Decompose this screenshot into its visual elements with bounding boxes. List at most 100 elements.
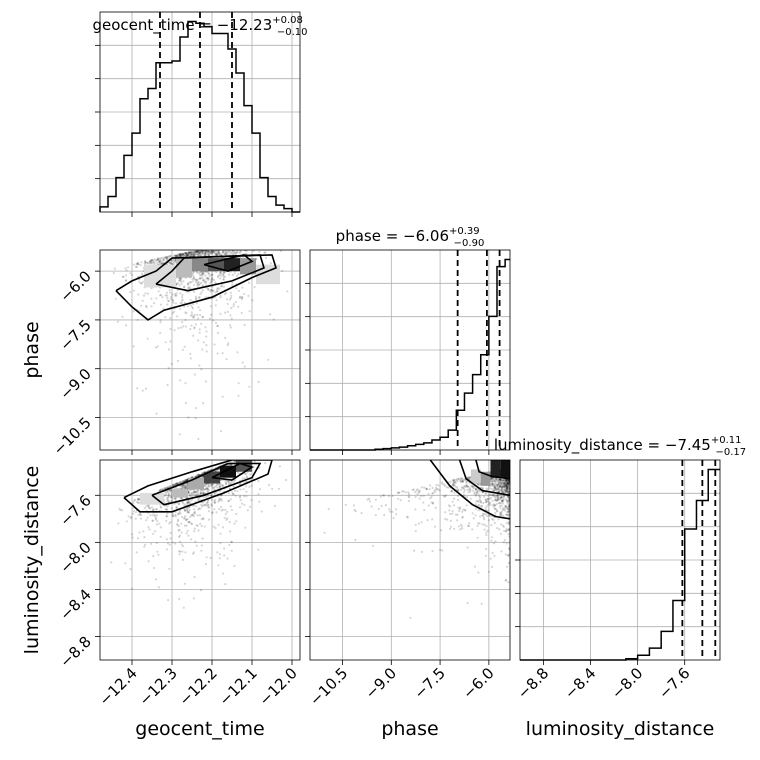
sample-point <box>193 511 196 515</box>
sample-point <box>443 483 446 486</box>
sample-point <box>159 321 162 324</box>
sample-point <box>172 262 175 265</box>
sample-point <box>202 475 205 478</box>
sample-point <box>147 560 150 563</box>
sample-point <box>418 489 421 492</box>
sample-point <box>222 484 225 487</box>
sample-point <box>214 470 217 473</box>
sample-point <box>212 289 215 292</box>
sample-point <box>174 515 177 518</box>
sample-point <box>171 262 174 265</box>
sample-point <box>199 492 202 495</box>
sample-point <box>508 541 510 544</box>
sample-point <box>206 251 209 254</box>
sample-point <box>196 317 200 320</box>
sample-point <box>179 279 182 282</box>
sample-point <box>496 496 500 499</box>
sample-point <box>238 251 241 255</box>
sample-point <box>149 262 152 265</box>
sample-point <box>124 279 128 282</box>
sample-point <box>504 505 507 508</box>
sample-point <box>379 495 382 498</box>
sample-point <box>190 499 193 502</box>
sample-point <box>478 495 481 498</box>
sample-point <box>194 250 197 252</box>
sample-point <box>176 524 179 527</box>
sample-point <box>507 528 510 531</box>
sample-point <box>156 520 159 523</box>
sample-point <box>167 299 171 303</box>
sample-point <box>191 252 194 255</box>
sample-point <box>503 482 506 485</box>
sample-point <box>194 512 197 515</box>
sample-point <box>230 464 233 467</box>
sample-point <box>507 489 510 492</box>
sample-point <box>166 505 169 508</box>
sample-point <box>214 501 217 504</box>
sample-point <box>204 326 207 329</box>
sample-point <box>483 523 486 526</box>
sample-point <box>485 531 488 534</box>
sample-point <box>443 495 446 498</box>
sample-point <box>491 504 494 507</box>
sample-point <box>190 491 193 494</box>
sample-point <box>186 501 189 504</box>
sample-point <box>178 253 181 256</box>
sample-point <box>232 253 235 256</box>
sample-point <box>210 484 213 487</box>
sample-point <box>117 522 120 525</box>
sample-point <box>498 485 501 488</box>
sample-point <box>176 254 179 257</box>
sample-point <box>198 496 201 499</box>
sample-point <box>185 252 188 255</box>
sample-point <box>174 542 177 545</box>
sample-point <box>146 337 149 340</box>
sample-point <box>189 252 192 255</box>
sample-point <box>227 480 230 483</box>
sample-point <box>155 514 158 517</box>
scatter-geocent-time-vs-luminosity-distance-density-cell-5 <box>140 492 164 505</box>
sample-point <box>174 513 177 517</box>
sample-point <box>453 504 456 507</box>
sample-point <box>467 491 470 494</box>
sample-point <box>507 484 510 487</box>
sample-point <box>116 320 119 323</box>
sample-point <box>220 285 223 288</box>
title-geocent-time-plus: +0.08 <box>272 15 303 26</box>
sample-point <box>449 519 452 523</box>
sample-point <box>223 271 226 274</box>
sample-point <box>177 327 180 330</box>
sample-point <box>209 556 212 560</box>
sample-point <box>502 499 505 502</box>
sample-point <box>219 272 222 275</box>
sample-point <box>199 522 202 525</box>
sample-point <box>189 328 192 331</box>
sample-point <box>501 482 504 485</box>
sample-point <box>205 487 208 490</box>
sample-point <box>208 250 211 253</box>
sample-point <box>498 504 501 507</box>
sample-point <box>217 500 220 503</box>
sample-point <box>157 553 160 556</box>
sample-point <box>216 252 219 255</box>
sample-point <box>258 466 261 469</box>
sample-point <box>187 501 190 504</box>
sample-point <box>440 529 443 532</box>
sample-point <box>497 498 500 501</box>
sample-point <box>506 495 509 498</box>
sample-point <box>233 272 236 275</box>
title-luminosity-distance-plus: +0.11 <box>711 435 742 446</box>
sample-point <box>185 312 188 315</box>
sample-point <box>202 270 205 273</box>
sample-point <box>505 530 508 533</box>
sample-point <box>505 484 508 487</box>
sample-point <box>505 484 508 487</box>
sample-point <box>231 493 234 496</box>
sample-point <box>454 481 457 484</box>
sample-point <box>494 478 498 481</box>
sample-point <box>188 286 191 289</box>
sample-point <box>156 345 159 348</box>
sample-point <box>188 502 191 505</box>
sample-point <box>495 502 498 506</box>
sample-point <box>480 501 483 504</box>
